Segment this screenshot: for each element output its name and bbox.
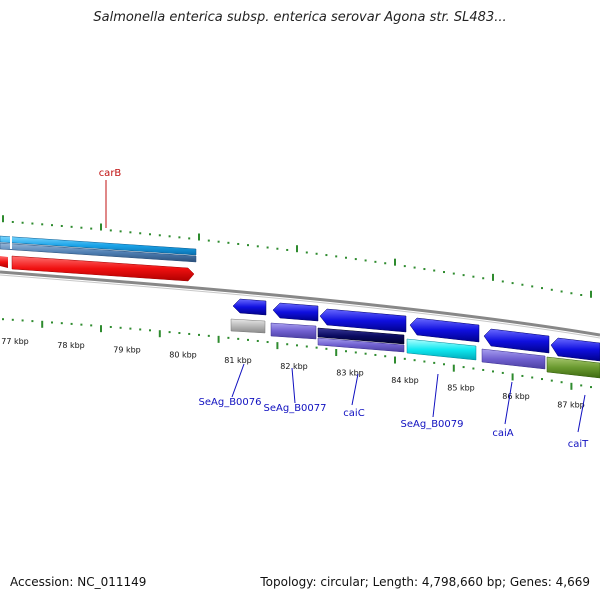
gene-SeAg_B0077[interactable] bbox=[270, 302, 319, 340]
carB-gene-track[interactable] bbox=[0, 235, 197, 282]
kbp-label: 77 kbp bbox=[1, 337, 29, 346]
gene-caiA[interactable] bbox=[481, 328, 550, 370]
kbp-label: 79 kbp bbox=[113, 345, 141, 354]
kbp-scale-labels: 77 kbp 78 kbp 79 kbp 80 kbp 81 kbp 82 kbp 83 k… bbox=[1, 337, 585, 410]
gene-SeAg_B0076[interactable] bbox=[230, 298, 267, 334]
gene-feature-group bbox=[230, 298, 600, 379]
genome-backbone bbox=[0, 270, 600, 337]
topology-text: Topology: circular; Length: 4,798,660 bp… bbox=[260, 575, 590, 589]
kbp-label: 80 kbp bbox=[169, 350, 197, 359]
label-caiC: caiC bbox=[343, 408, 364, 419]
kbp-label: 78 kbp bbox=[57, 341, 85, 350]
kbp-label: 87 kbp bbox=[557, 401, 585, 410]
kbp-label: 84 kbp bbox=[391, 376, 419, 385]
kbp-label: 82 kbp bbox=[280, 362, 308, 371]
kbp-label: 85 kbp bbox=[447, 384, 475, 393]
kbp-label: 86 kbp bbox=[502, 392, 530, 401]
map-title: Salmonella enterica subsp. enterica sero… bbox=[93, 10, 507, 25]
gene-caiC[interactable] bbox=[317, 308, 407, 353]
gene-labels: SeAg_B0076 SeAg_B0077 caiC SeAg_B0079 ca… bbox=[199, 363, 589, 450]
label-SeAg_B0079: SeAg_B0079 bbox=[401, 419, 464, 430]
kbp-label: 81 kbp bbox=[224, 356, 252, 365]
outer-tick-row bbox=[2, 215, 592, 298]
label-caiA: caiA bbox=[492, 428, 513, 439]
label-SeAg_B0077: SeAg_B0077 bbox=[264, 403, 327, 414]
kbp-label: 83 kbp bbox=[336, 369, 364, 378]
inner-tick-row bbox=[2, 318, 592, 390]
gene-SeAg_B0079[interactable] bbox=[406, 317, 480, 361]
gene-caiT[interactable] bbox=[546, 337, 600, 379]
accession-text: Accession: NC_011149 bbox=[10, 575, 147, 589]
label-SeAg_B0076: SeAg_B0076 bbox=[199, 397, 262, 408]
label-caiT: caiT bbox=[568, 439, 589, 450]
carB-label: carB bbox=[99, 168, 122, 179]
